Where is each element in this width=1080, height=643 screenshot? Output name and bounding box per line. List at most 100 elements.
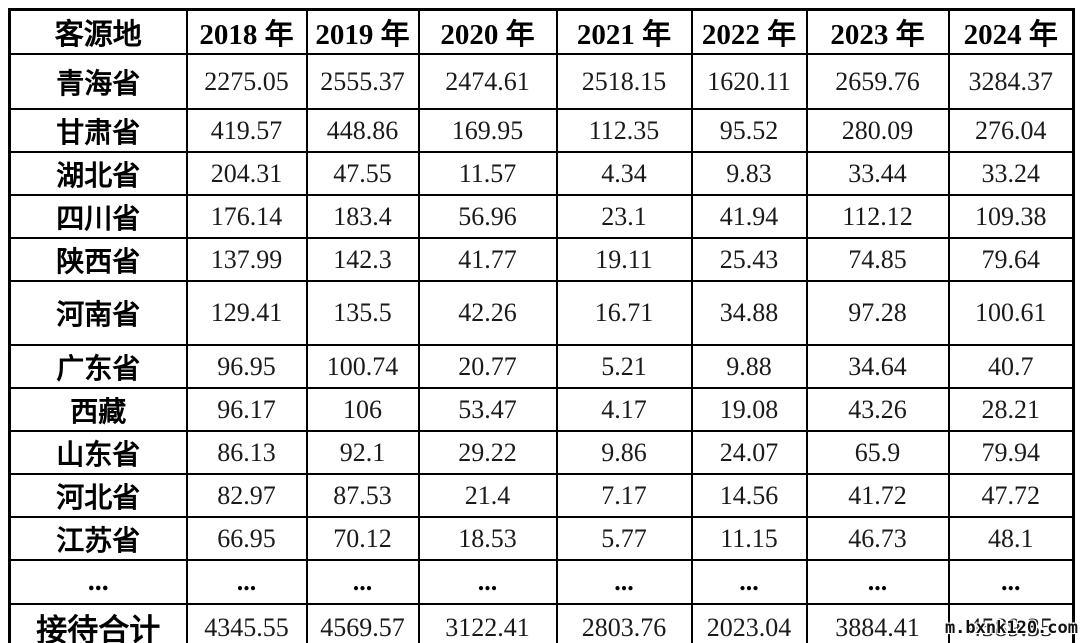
- value-cell: 19.08: [690, 387, 808, 432]
- row-label: 江苏省: [8, 516, 188, 561]
- row-label: ...: [8, 559, 188, 605]
- value-cell: 2518.15: [555, 53, 693, 110]
- value-cell: ...: [690, 559, 808, 605]
- value-cell: 4589.35: [947, 603, 1075, 643]
- row-label: 河南省: [8, 280, 188, 346]
- value-cell: 14.56: [690, 473, 808, 518]
- value-cell: 66.95: [185, 516, 308, 561]
- value-cell: 79.64: [947, 237, 1075, 282]
- column-header-origin: 客源地: [8, 8, 188, 55]
- value-cell: 1620.11: [690, 53, 808, 110]
- value-cell: 65.9: [805, 430, 950, 475]
- value-cell: 97.28: [805, 280, 950, 346]
- column-header-year: 2022 年: [690, 8, 808, 55]
- value-cell: 137.99: [185, 237, 308, 282]
- value-cell: 43.26: [805, 387, 950, 432]
- value-cell: 20.77: [417, 344, 558, 389]
- row-label: 接待合计: [8, 603, 188, 643]
- value-cell: 109.38: [947, 194, 1075, 239]
- value-cell: 28.21: [947, 387, 1075, 432]
- value-cell: 40.7: [947, 344, 1075, 389]
- value-cell: 7.17: [555, 473, 693, 518]
- row-label: 湖北省: [8, 151, 188, 196]
- value-cell: 276.04: [947, 108, 1075, 153]
- value-cell: 2555.37: [305, 53, 420, 110]
- value-cell: ...: [417, 559, 558, 605]
- value-cell: 48.1: [947, 516, 1075, 561]
- table-row: 山东省 86.13 92.1 29.22 9.86 24.07 65.9 79.94: [8, 430, 1075, 475]
- value-cell: 41.72: [805, 473, 950, 518]
- table-row: 广东省 96.95 100.74 20.77 5.21 9.88 34.64 40.7: [8, 344, 1075, 389]
- column-header-year: 2019 年: [305, 8, 420, 55]
- table-row: 青海省 2275.05 2555.37 2474.61 2518.15 1620.11 26…: [8, 53, 1075, 110]
- table-row: 陕西省 137.99 142.3 41.77 19.11 25.43 74.85 79.64: [8, 237, 1075, 282]
- value-cell: 4345.55: [185, 603, 308, 643]
- value-cell: 4.17: [555, 387, 693, 432]
- value-cell: 5.77: [555, 516, 693, 561]
- table-row: 湖北省 204.31 47.55 11.57 4.34 9.83 33.44 33.24: [8, 151, 1075, 196]
- value-cell: ...: [555, 559, 693, 605]
- column-header-year: 2020 年: [417, 8, 558, 55]
- value-cell: 95.52: [690, 108, 808, 153]
- table-row: 接待合计 4345.55 4569.57 3122.41 2803.76 2023.04 3…: [8, 603, 1075, 643]
- column-header-year: 2018 年: [185, 8, 308, 55]
- value-cell: 419.57: [185, 108, 308, 153]
- value-cell: 169.95: [417, 108, 558, 153]
- value-cell: 46.73: [805, 516, 950, 561]
- value-cell: 4.34: [555, 151, 693, 196]
- value-cell: 42.26: [417, 280, 558, 346]
- value-cell: 92.1: [305, 430, 420, 475]
- value-cell: 3884.41: [805, 603, 950, 643]
- row-label: 青海省: [8, 53, 188, 110]
- value-cell: 448.86: [305, 108, 420, 153]
- value-cell: 16.71: [555, 280, 693, 346]
- value-cell: 2659.76: [805, 53, 950, 110]
- value-cell: 79.94: [947, 430, 1075, 475]
- column-header-year: 2021 年: [555, 8, 693, 55]
- column-header-year: 2024 年: [947, 8, 1075, 55]
- value-cell: 23.1: [555, 194, 693, 239]
- row-label: 四川省: [8, 194, 188, 239]
- table-row: 河南省 129.41 135.5 42.26 16.71 34.88 97.28 100.61: [8, 280, 1075, 346]
- value-cell: 74.85: [805, 237, 950, 282]
- value-cell: 9.88: [690, 344, 808, 389]
- value-cell: 82.97: [185, 473, 308, 518]
- value-cell: 2275.05: [185, 53, 308, 110]
- value-cell: 70.12: [305, 516, 420, 561]
- column-header-year: 2023 年: [805, 8, 950, 55]
- table-row: 四川省 176.14 183.4 56.96 23.1 41.94 112.12 109.38: [8, 194, 1075, 239]
- row-label: 陕西省: [8, 237, 188, 282]
- value-cell: 135.5: [305, 280, 420, 346]
- value-cell: ...: [185, 559, 308, 605]
- row-label: 广东省: [8, 344, 188, 389]
- row-label: 甘肃省: [8, 108, 188, 153]
- value-cell: 3284.37: [947, 53, 1075, 110]
- table-row: ........................: [8, 559, 1075, 605]
- value-cell: 86.13: [185, 430, 308, 475]
- row-label: 河北省: [8, 473, 188, 518]
- table-row: 甘肃省 419.57 448.86 169.95 112.35 95.52 280.09 27…: [8, 108, 1075, 153]
- value-cell: 18.53: [417, 516, 558, 561]
- value-cell: ...: [947, 559, 1075, 605]
- value-cell: 9.83: [690, 151, 808, 196]
- value-cell: ...: [805, 559, 950, 605]
- value-cell: 112.35: [555, 108, 693, 153]
- value-cell: 100.61: [947, 280, 1075, 346]
- value-cell: 47.55: [305, 151, 420, 196]
- row-label: 山东省: [8, 430, 188, 475]
- value-cell: 41.94: [690, 194, 808, 239]
- value-cell: 56.96: [417, 194, 558, 239]
- value-cell: 9.86: [555, 430, 693, 475]
- value-cell: 100.74: [305, 344, 420, 389]
- value-cell: 25.43: [690, 237, 808, 282]
- value-cell: 24.07: [690, 430, 808, 475]
- value-cell: 34.64: [805, 344, 950, 389]
- value-cell: 183.4: [305, 194, 420, 239]
- value-cell: 11.15: [690, 516, 808, 561]
- value-cell: 2803.76: [555, 603, 693, 643]
- value-cell: 4569.57: [305, 603, 420, 643]
- value-cell: 5.21: [555, 344, 693, 389]
